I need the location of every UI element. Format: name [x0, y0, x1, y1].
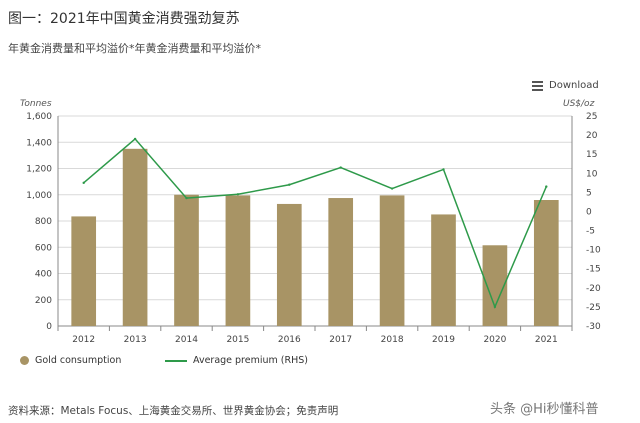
watermark: 头条 @Hi秒懂科普 — [490, 402, 599, 417]
figure-title: 图一：2021年中国黄金消费强劲复苏 — [8, 11, 240, 27]
y-tick-label-right: 25 — [586, 112, 597, 122]
x-tick-label: 2012 — [72, 335, 95, 345]
bar-2015 — [225, 195, 251, 326]
y-tick-label-left: 400 — [35, 270, 52, 280]
y-tick-label-left: 800 — [35, 217, 52, 227]
bar-2014 — [174, 194, 199, 326]
premium-point-2016 — [288, 183, 291, 186]
y-tick-label-left: 1,600 — [26, 112, 52, 122]
x-tick-label: 2013 — [124, 335, 147, 345]
y-tick-label-right: 20 — [586, 131, 598, 141]
y-tick-label-left: 200 — [35, 296, 52, 306]
y-tick-label-right: -10 — [586, 246, 601, 256]
y-tick-label-left: 0 — [46, 322, 52, 332]
y-tick-label-right: -20 — [586, 284, 601, 294]
left-axis-unit: Tonnes — [20, 99, 52, 109]
premium-point-2019 — [442, 168, 445, 171]
x-tick-label: 2015 — [226, 335, 249, 345]
legend-label-gold-consumption: Gold consumption — [35, 355, 122, 366]
bar-2012 — [71, 216, 97, 326]
premium-line — [83, 137, 547, 309]
legend-label-average-premium: Average premium (RHS) — [193, 355, 308, 366]
premium-point-2017 — [339, 166, 342, 169]
y-tick-label-right: 0 — [586, 207, 592, 217]
y-tick-label-right: 15 — [586, 150, 597, 160]
bar-2019 — [431, 214, 456, 326]
premium-point-2013 — [133, 137, 137, 141]
bar-2017 — [328, 198, 354, 326]
premium-point-2012 — [82, 181, 85, 185]
legend-item-gold-consumption: Gold consumption — [20, 355, 121, 366]
y-tick-label-left: 1,400 — [26, 138, 52, 148]
y-tick-label-left: 600 — [35, 243, 52, 253]
y-tick-label-left: 1,200 — [26, 165, 52, 175]
y-tick-label-right: 10 — [586, 169, 598, 179]
premium-point-2014 — [185, 196, 188, 200]
bar-2018 — [379, 195, 405, 326]
y-tick-label-right: -5 — [586, 227, 595, 237]
right-axis-unit: US$/oz — [563, 99, 595, 109]
bar-2021 — [533, 200, 559, 326]
premium-point-2021 — [545, 185, 548, 188]
premium-point-2018 — [390, 187, 394, 190]
source-note: 资料来源：Metals Focus、上海黄金交易所、世界黄金协会；免责声明 — [8, 405, 339, 417]
x-tick-label: 2019 — [432, 335, 455, 345]
line-swatch-icon — [165, 359, 187, 362]
y-tick-label-right: -25 — [586, 303, 601, 313]
x-tick-label: 2018 — [381, 335, 404, 345]
legend-item-average-premium: Average premium (RHS) — [165, 355, 308, 366]
y-tick-label-right: 5 — [586, 188, 592, 198]
y-tick-label-left: 1,000 — [26, 191, 52, 201]
menu-icon — [532, 81, 543, 91]
download-label: Download — [549, 80, 599, 91]
bar-2016 — [276, 203, 302, 326]
y-tick-label-right: -15 — [586, 265, 601, 275]
x-tick-label: 2014 — [175, 335, 198, 345]
chart-subtitle: 年黄金消费量和平均溢价*年黄金消费量和平均溢价* — [8, 42, 261, 55]
premium-point-2015 — [236, 193, 240, 196]
x-tick-label: 2016 — [278, 335, 301, 345]
x-tick-label: 2017 — [329, 335, 352, 345]
download-button[interactable]: Download — [532, 80, 599, 91]
x-tick-label: 2020 — [483, 335, 506, 345]
x-tick-label: 2021 — [535, 335, 558, 345]
bar-swatch-icon — [20, 356, 29, 365]
premium-point-2020 — [493, 305, 497, 309]
bar-2013 — [122, 148, 148, 326]
y-tick-label-right: -30 — [586, 322, 601, 332]
